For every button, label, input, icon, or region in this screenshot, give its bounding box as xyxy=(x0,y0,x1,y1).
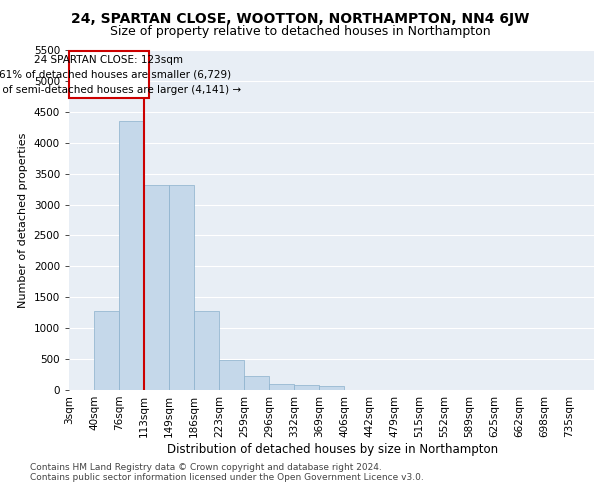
Text: Distribution of detached houses by size in Northampton: Distribution of detached houses by size … xyxy=(167,442,499,456)
Bar xyxy=(244,376,269,390)
Bar xyxy=(294,385,319,390)
Text: Contains public sector information licensed under the Open Government Licence v3: Contains public sector information licen… xyxy=(30,472,424,482)
Bar xyxy=(219,360,244,390)
Bar xyxy=(119,121,144,390)
Bar xyxy=(94,312,119,390)
Text: 24, SPARTAN CLOSE, WOOTTON, NORTHAMPTON, NN4 6JW: 24, SPARTAN CLOSE, WOOTTON, NORTHAMPTON,… xyxy=(71,12,529,26)
FancyBboxPatch shape xyxy=(69,51,149,98)
Text: Size of property relative to detached houses in Northampton: Size of property relative to detached ho… xyxy=(110,25,490,38)
Bar xyxy=(169,186,194,390)
Bar xyxy=(269,384,294,390)
Bar xyxy=(144,186,169,390)
Text: 24 SPARTAN CLOSE: 123sqm
← 61% of detached houses are smaller (6,729)
38% of sem: 24 SPARTAN CLOSE: 123sqm ← 61% of detach… xyxy=(0,55,242,94)
Bar xyxy=(194,312,219,390)
Bar xyxy=(319,386,344,390)
Text: Contains HM Land Registry data © Crown copyright and database right 2024.: Contains HM Land Registry data © Crown c… xyxy=(30,462,382,471)
Y-axis label: Number of detached properties: Number of detached properties xyxy=(18,132,28,308)
